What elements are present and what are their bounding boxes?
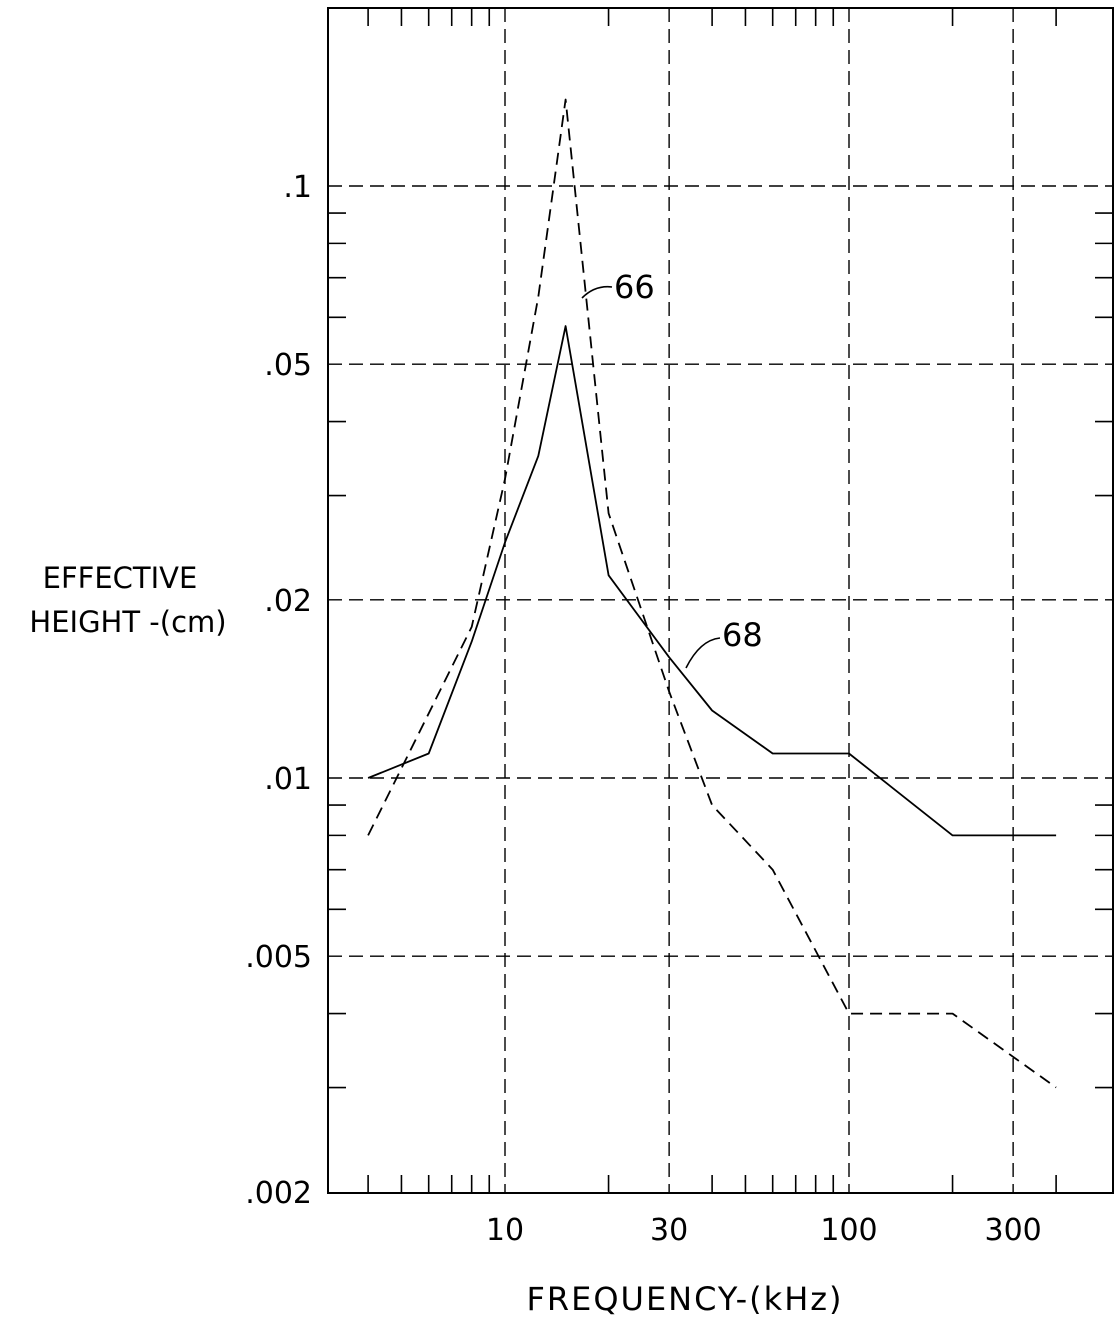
x-tick-label: 30 [650,1213,688,1248]
y-tick-label: .05 [264,348,312,383]
y-tick-label: .02 [264,584,312,619]
series-layer [367,98,1057,1089]
series-68-leader [685,637,721,669]
x-tick-label: 100 [820,1213,877,1248]
y-tick-label: .005 [245,940,312,975]
series-66-leader [581,285,613,299]
series-line-66 [367,98,1057,1089]
plot-frame [327,7,1114,1194]
y-tick-label: .01 [264,762,312,797]
series-line-68 [367,325,1057,837]
label-layer: 10 30 100 300 .1 .05 .02 .01 .005 .002 66 68 [245,170,1042,1248]
x-tick-label: 300 [984,1213,1041,1248]
x-tick-label: 10 [486,1213,524,1248]
y-tick-label: .1 [283,170,312,205]
y-axis-label-line-1: EFFECTIVE [43,561,198,595]
series-68-label: 68 [722,616,763,654]
x-axis-label: FREQUENCY-(kHz) [526,1280,843,1318]
grid-layer [328,8,1113,1193]
y-axis-label-line-2: HEIGHT -(cm) [29,605,226,639]
series-66-label: 66 [614,268,655,306]
y-tick-label: .002 [245,1176,312,1211]
